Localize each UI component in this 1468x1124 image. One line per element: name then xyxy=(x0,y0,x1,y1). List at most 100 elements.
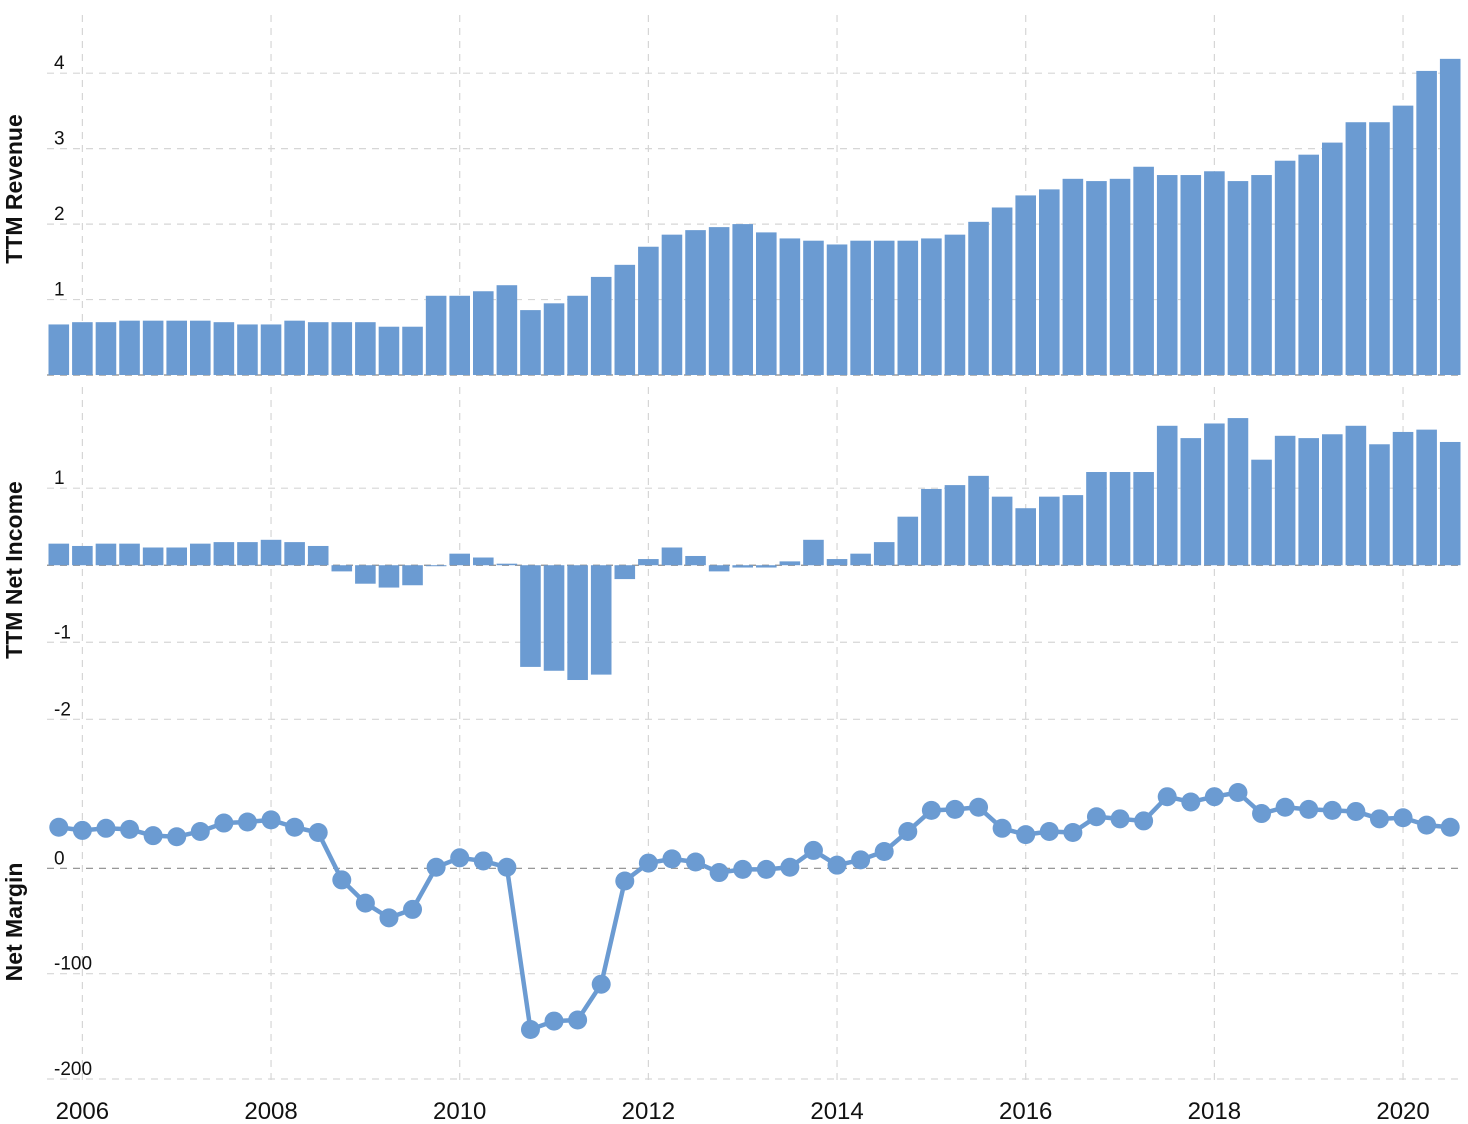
bar xyxy=(1180,438,1202,566)
bar xyxy=(638,559,659,566)
data-point xyxy=(403,899,423,919)
data-point xyxy=(1134,811,1154,831)
data-point xyxy=(544,1011,564,1031)
bar xyxy=(968,221,989,375)
bar xyxy=(661,234,683,375)
data-point xyxy=(379,908,399,928)
bar xyxy=(378,565,400,588)
bar xyxy=(1156,175,1178,375)
bar xyxy=(1227,418,1249,566)
bar xyxy=(850,553,871,566)
data-point xyxy=(143,826,163,846)
data-point xyxy=(969,797,989,817)
bar xyxy=(119,320,140,375)
bar xyxy=(1439,441,1461,566)
bar xyxy=(190,320,211,375)
bar xyxy=(166,547,187,566)
bar xyxy=(968,475,989,566)
bar xyxy=(1345,425,1367,566)
bar xyxy=(520,565,541,667)
bar xyxy=(567,295,588,375)
bar xyxy=(1345,122,1367,376)
x-tick-label: 2014 xyxy=(810,1098,863,1124)
bar xyxy=(1086,181,1107,375)
bar xyxy=(708,565,730,572)
data-point xyxy=(874,841,894,861)
data-point xyxy=(120,819,140,839)
bar xyxy=(237,324,258,375)
bar xyxy=(991,496,1013,566)
data-point xyxy=(756,859,776,879)
bar xyxy=(331,565,353,572)
bar xyxy=(48,324,70,375)
bar xyxy=(1392,431,1414,566)
bar xyxy=(756,565,777,568)
bar xyxy=(614,264,636,375)
bar xyxy=(1392,105,1414,376)
data-point xyxy=(520,1019,540,1039)
bar xyxy=(520,310,541,375)
data-point xyxy=(1039,821,1059,841)
data-point xyxy=(497,857,517,877)
data-point xyxy=(827,855,847,875)
data-point xyxy=(780,857,800,877)
bar xyxy=(685,555,706,566)
bar xyxy=(708,227,730,375)
data-point xyxy=(473,851,493,871)
data-point xyxy=(1417,815,1437,835)
bar xyxy=(425,295,447,375)
bar xyxy=(449,295,470,375)
bar xyxy=(142,320,164,375)
x-tick-label: 2008 xyxy=(244,1098,297,1124)
bar xyxy=(1298,438,1319,566)
data-point xyxy=(355,893,375,913)
bar xyxy=(685,230,706,375)
bar xyxy=(260,539,282,566)
data-point xyxy=(285,817,305,837)
bar xyxy=(48,543,70,566)
bar xyxy=(1086,472,1107,566)
data-point xyxy=(1369,809,1389,829)
bar xyxy=(1015,508,1036,566)
data-point xyxy=(615,871,635,891)
bar xyxy=(614,565,636,580)
bar xyxy=(803,539,824,566)
bar xyxy=(307,545,329,566)
y-axis-title: TTM Revenue xyxy=(1,114,27,264)
panel-2: -2-101TTM Net Income xyxy=(1,418,1462,720)
bar xyxy=(756,232,777,375)
data-point xyxy=(686,852,706,872)
data-point xyxy=(568,1010,588,1030)
bar xyxy=(779,561,801,566)
bar xyxy=(190,543,211,566)
bar xyxy=(449,553,470,566)
bar xyxy=(590,276,612,375)
x-tick-label: 2018 xyxy=(1188,1098,1241,1124)
bar xyxy=(331,322,353,375)
bar xyxy=(567,565,588,681)
bar xyxy=(1298,154,1319,375)
bar xyxy=(1062,178,1084,375)
data-point xyxy=(72,820,92,840)
data-point xyxy=(921,800,941,820)
bar xyxy=(944,485,966,566)
bar xyxy=(1039,496,1060,566)
bar xyxy=(1204,171,1225,375)
data-point xyxy=(898,821,918,841)
data-point xyxy=(1110,809,1130,829)
bar xyxy=(72,545,93,566)
y-axis-title: Net Margin xyxy=(1,863,27,982)
bar xyxy=(166,320,187,375)
bar xyxy=(1369,122,1390,376)
x-tick-label: 2006 xyxy=(56,1098,109,1124)
data-point xyxy=(638,853,658,873)
bar xyxy=(1274,435,1296,566)
bar xyxy=(402,326,423,375)
x-axis: 2006 2008 2010 2012 2014 2016 2018 2020 xyxy=(56,1098,1430,1124)
data-point xyxy=(1275,797,1295,817)
bar xyxy=(543,303,565,375)
bar xyxy=(826,244,848,375)
bar xyxy=(803,240,824,375)
bar xyxy=(873,240,895,375)
